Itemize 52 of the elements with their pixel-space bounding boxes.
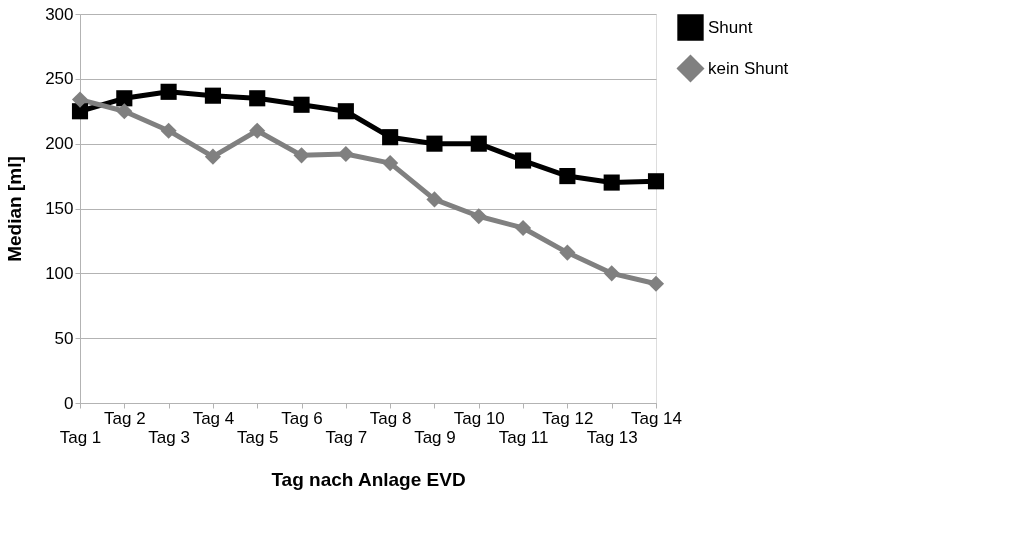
point: [559, 168, 576, 185]
point: [249, 90, 266, 107]
x-tick-label: Tag 14: [630, 408, 683, 428]
point: [647, 275, 665, 292]
point: [515, 152, 532, 169]
x-tick-label: Tag 9: [414, 427, 456, 447]
point: [249, 122, 266, 139]
y-axis-title: Median [ml]: [4, 156, 26, 262]
y-tick-label: 150: [45, 199, 74, 218]
point: [160, 83, 177, 100]
y-tick-label: 300: [45, 4, 74, 24]
point: [426, 135, 443, 152]
point: [603, 265, 620, 282]
x-tick-label: Tag 7: [325, 427, 368, 447]
point: [116, 103, 133, 120]
x-tick-label: Tag 10: [453, 408, 505, 428]
y-tick-label: 250: [45, 69, 74, 89]
x-tick-label: Tag 2: [104, 408, 146, 428]
point: [71, 91, 89, 108]
y-tick-label: 200: [45, 134, 74, 154]
point: [204, 87, 221, 104]
point: [382, 129, 399, 146]
legend-label: Shunt: [708, 17, 753, 37]
point: [204, 148, 221, 165]
point: [426, 191, 443, 208]
point: [382, 155, 399, 172]
point: [337, 103, 354, 120]
point: [293, 96, 310, 113]
x-tick-label: Tag 6: [281, 408, 323, 428]
point: [470, 208, 487, 225]
y-tick-label: 50: [54, 328, 74, 348]
x-tick-label: Tag 8: [369, 408, 412, 428]
x-axis-title: Tag nach Anlage EVD: [271, 468, 466, 490]
point: [559, 244, 576, 261]
point: [603, 174, 620, 191]
point: [71, 103, 89, 120]
point: [293, 147, 310, 164]
point: [470, 135, 487, 152]
legend-label: kein Shunt: [708, 58, 789, 78]
point: [515, 219, 532, 237]
x-tick-label: Tag 1: [59, 427, 102, 447]
x-tick-label: Tag 13: [586, 427, 638, 447]
point: [116, 90, 133, 107]
point: [160, 122, 177, 139]
x-tick-label: Tag 12: [542, 408, 594, 428]
point: [647, 173, 665, 190]
y-tick-label: 100: [45, 263, 74, 283]
x-tick-label: Tag 3: [148, 427, 190, 447]
y-tick-label: 0: [64, 393, 74, 413]
x-tick-label: Tag 11: [498, 427, 549, 447]
x-tick-label: Tag 5: [236, 427, 279, 447]
x-tick-label: Tag 4: [192, 408, 235, 428]
